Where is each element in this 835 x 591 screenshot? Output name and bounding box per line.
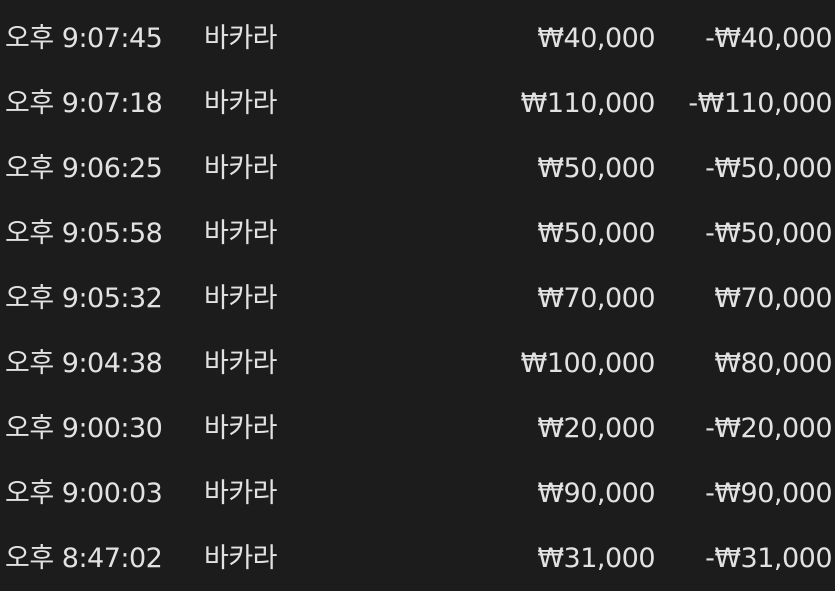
bet-history-row[interactable]: 오후 9:00:30 바카라 ₩20,000 -₩20,000	[0, 396, 835, 461]
row-result: -₩40,000	[705, 23, 832, 54]
row-time: 오후 9:04:38	[5, 348, 163, 379]
row-result: ₩70,000	[714, 283, 832, 314]
row-time: 오후 9:00:30	[5, 413, 163, 444]
row-time: 오후 9:00:03	[5, 478, 163, 509]
row-bet: ₩110,000	[520, 88, 656, 119]
row-time: 오후 9:07:45	[5, 23, 163, 54]
bet-history-row[interactable]: 오후 9:07:45 바카라 ₩40,000 -₩40,000	[0, 6, 835, 71]
row-game: 바카라	[204, 348, 278, 379]
row-game: 바카라	[204, 543, 278, 574]
bet-history-row[interactable]: 오후 8:47:02 바카라 ₩31,000 -₩31,000	[0, 526, 835, 591]
row-time: 오후 9:05:58	[5, 218, 163, 249]
row-result: -₩50,000	[705, 153, 832, 184]
bet-history-row[interactable]: 오후 9:05:32 바카라 ₩70,000 ₩70,000	[0, 266, 835, 331]
row-game: 바카라	[204, 283, 278, 314]
row-game: 바카라	[204, 478, 278, 509]
row-result: -₩31,000	[705, 543, 832, 574]
row-bet: ₩20,000	[537, 413, 655, 444]
row-time: 오후 9:07:18	[5, 88, 163, 119]
row-result: -₩90,000	[705, 478, 832, 509]
row-game: 바카라	[204, 218, 278, 249]
row-result: ₩80,000	[714, 348, 832, 379]
bet-history-row[interactable]: 오후 9:00:03 바카라 ₩90,000 -₩90,000	[0, 461, 835, 526]
row-bet: ₩70,000	[537, 283, 655, 314]
row-bet: ₩100,000	[520, 348, 656, 379]
row-time: 오후 9:06:25	[5, 153, 163, 184]
row-game: 바카라	[204, 413, 278, 444]
bet-history-row[interactable]: 오후 9:06:25 바카라 ₩50,000 -₩50,000	[0, 136, 835, 201]
row-bet: ₩50,000	[537, 218, 655, 249]
row-game: 바카라	[204, 88, 278, 119]
row-result: -₩110,000	[688, 88, 832, 119]
bet-history-row[interactable]: 오후 9:07:18 바카라 ₩110,000 -₩110,000	[0, 71, 835, 136]
bet-history-row[interactable]: 오후 9:04:38 바카라 ₩100,000 ₩80,000	[0, 331, 835, 396]
row-time: 오후 8:47:02	[5, 543, 163, 574]
row-bet: ₩90,000	[537, 478, 655, 509]
row-bet: ₩50,000	[537, 153, 655, 184]
bet-history-row[interactable]: 오후 9:05:58 바카라 ₩50,000 -₩50,000	[0, 201, 835, 266]
row-bet: ₩40,000	[537, 23, 655, 54]
row-result: -₩50,000	[705, 218, 832, 249]
row-bet: ₩31,000	[537, 543, 655, 574]
row-game: 바카라	[204, 153, 278, 184]
row-time: 오후 9:05:32	[5, 283, 163, 314]
row-result: -₩20,000	[705, 413, 832, 444]
row-game: 바카라	[204, 23, 278, 54]
